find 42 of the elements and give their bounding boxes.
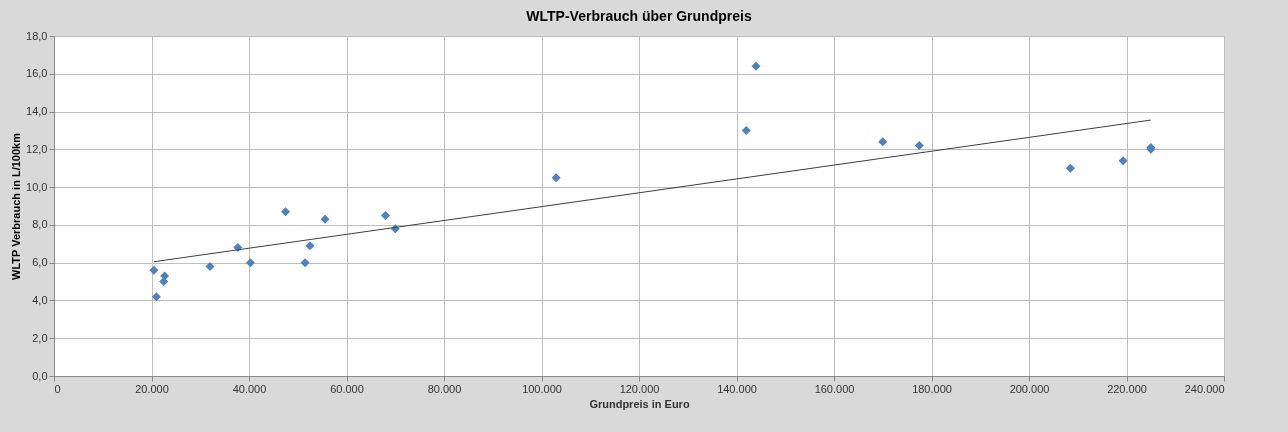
point: [551, 173, 561, 183]
y-axis-title: WLTP Verbrauch in L/100km: [10, 132, 23, 280]
x-tick-label: 40.000: [232, 382, 267, 395]
x-tick-label: 0: [54, 382, 61, 395]
x-tick-label: 220.000: [1107, 382, 1147, 395]
y-tick-label: 0,0: [32, 369, 48, 382]
point: [205, 261, 215, 271]
point: [300, 258, 310, 268]
x-tick-label: 240.000: [1184, 382, 1225, 395]
x-tick-label: 180.000: [912, 382, 952, 395]
point: [1065, 163, 1075, 173]
y-tick-label: 2,0: [32, 331, 48, 344]
point: [320, 214, 330, 224]
point: [914, 141, 924, 151]
y-tick-label: 8,0: [32, 218, 48, 231]
x-tick-label: 160.000: [814, 382, 855, 395]
point: [741, 125, 751, 135]
chart-title: WLTP-Verbrauch über Grundpreis: [526, 8, 752, 24]
x-axis-title: Grundpreis in Euro: [589, 397, 690, 410]
y-tick-label: 6,0: [32, 256, 48, 269]
x-tick-label: 60.000: [330, 382, 364, 395]
point: [281, 207, 291, 217]
x-tick-label: 120.000: [619, 382, 660, 395]
y-tick-label: 14,0: [26, 105, 48, 118]
y-tick-label: 16,0: [26, 67, 48, 80]
x-tick-label: 20.000: [135, 382, 169, 395]
x-tick-label: 200.000: [1009, 382, 1050, 395]
x-tick-label: 140.000: [717, 382, 757, 395]
point: [1118, 156, 1128, 166]
point: [751, 61, 761, 71]
y-tick-label: 10,0: [26, 180, 48, 193]
point: [305, 241, 315, 251]
y-tick-label: 12,0: [26, 142, 48, 155]
point: [149, 265, 159, 275]
y-tick-label: 18,0: [26, 29, 48, 42]
point: [878, 137, 888, 147]
point: [245, 258, 255, 268]
x-tick-label: 100.000: [522, 382, 562, 395]
point: [381, 210, 390, 220]
y-tick-label: 4,0: [32, 293, 48, 306]
point: [151, 292, 161, 302]
x-tick-label: 80.000: [427, 382, 462, 395]
